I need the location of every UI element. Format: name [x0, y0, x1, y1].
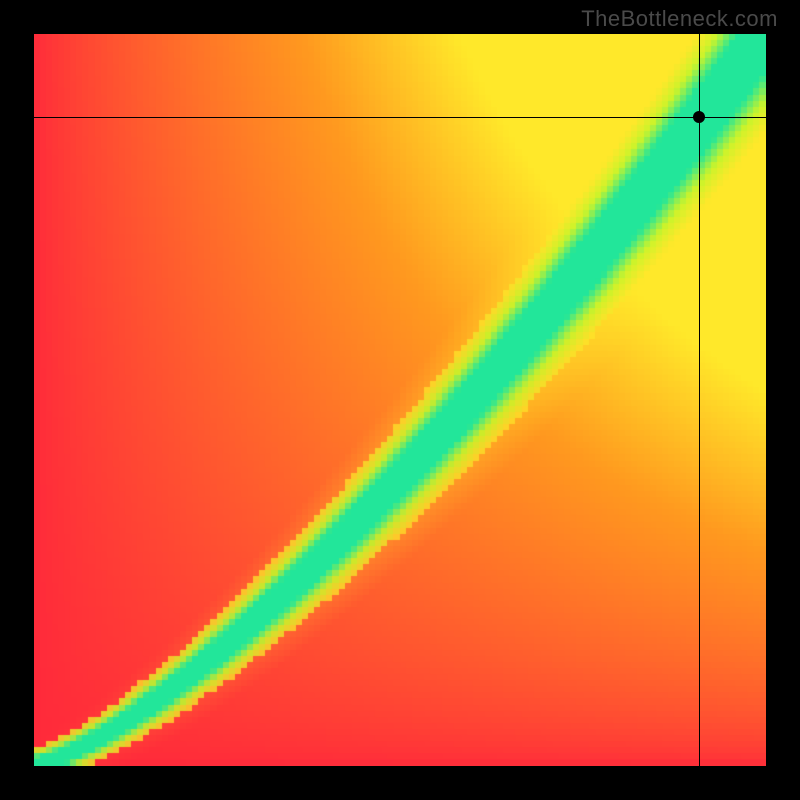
crosshair-marker [693, 111, 705, 123]
heatmap-plot [34, 34, 766, 766]
crosshair-vertical [699, 34, 700, 766]
crosshair-horizontal [34, 117, 766, 118]
watermark-text: TheBottleneck.com [581, 6, 778, 32]
chart-container: TheBottleneck.com [0, 0, 800, 800]
heatmap-canvas [34, 34, 766, 766]
